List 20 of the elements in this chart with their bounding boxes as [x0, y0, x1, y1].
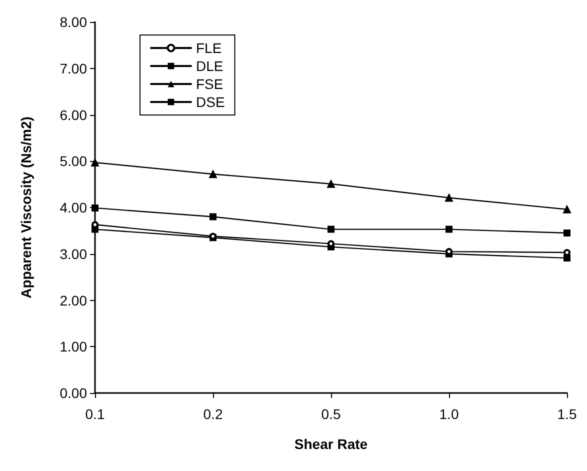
legend-label: FSE: [196, 76, 224, 92]
y-tick-label: 7.00: [60, 60, 88, 76]
y-tick-label: 3.00: [60, 246, 88, 262]
y-axis-title: Apparent Viscosity (Ns/m2): [18, 116, 34, 298]
legend-label: DSE: [196, 94, 225, 110]
x-tick-label: 1.5: [557, 406, 577, 422]
y-tick-label: 8.00: [60, 14, 88, 30]
y-tick-label: 5.00: [60, 153, 88, 170]
y-tick-label: 1.00: [60, 338, 88, 355]
y-tick-label: 0.00: [60, 385, 88, 401]
legend-label: FLE: [196, 40, 222, 56]
x-tick-label: 0.5: [321, 406, 341, 422]
x-tick-label: 1.0: [439, 406, 459, 422]
y-tick-label: 2.00: [60, 292, 88, 308]
legend-label: DLE: [196, 58, 224, 74]
y-tick-label: 6.00: [60, 106, 88, 123]
x-axis-title: Shear Rate: [294, 436, 368, 452]
y-tick-label: 4.00: [60, 200, 88, 216]
x-tick-label: 0.1: [85, 406, 105, 422]
x-tick-label: 0.2: [203, 406, 223, 422]
